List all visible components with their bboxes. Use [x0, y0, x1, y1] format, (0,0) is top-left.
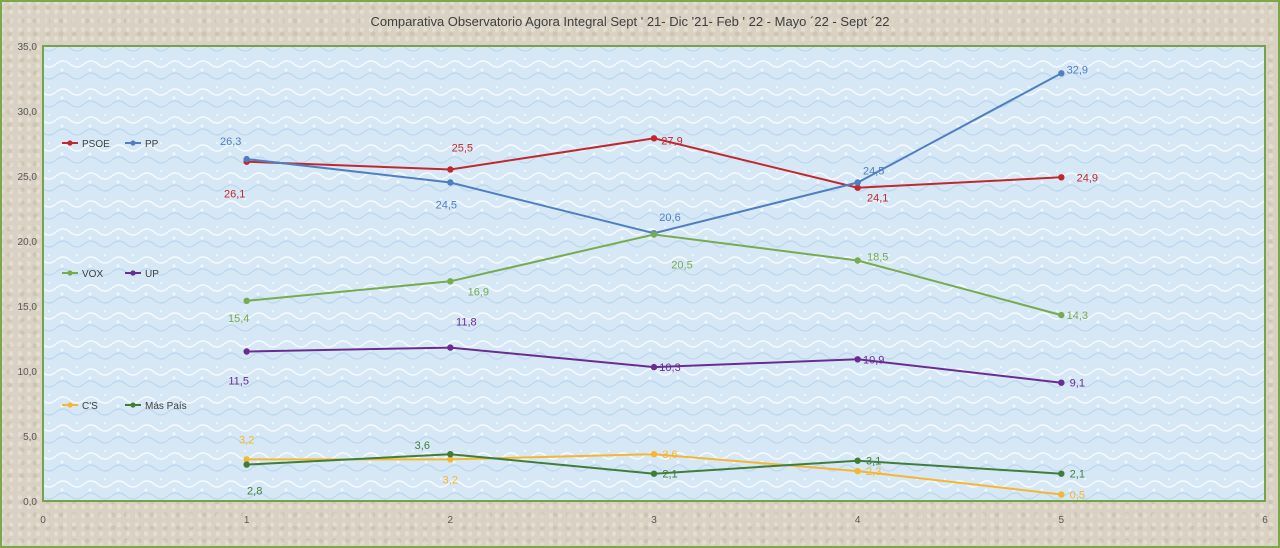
data-point [650, 470, 658, 477]
y-tick-label: 35,0 [18, 42, 38, 53]
data-label: 24,1 [867, 193, 888, 205]
data-label: 3,6 [415, 440, 430, 452]
data-label: 32,9 [1067, 64, 1088, 76]
data-point [447, 451, 454, 458]
data-point [243, 155, 250, 163]
legend-marker [67, 270, 73, 276]
data-label: 3,6 [662, 449, 677, 461]
data-point [447, 344, 454, 351]
data-point [447, 179, 454, 186]
data-label: 10,9 [863, 354, 884, 366]
data-point [650, 231, 658, 238]
data-point [1058, 70, 1065, 77]
data-label: 11,8 [456, 317, 477, 329]
data-point [854, 467, 861, 475]
legend-label: PP [145, 139, 159, 150]
data-label: 3,2 [443, 474, 458, 486]
data-label: 2,3 [866, 466, 881, 478]
legend-label: VOX [82, 269, 103, 280]
data-label: 2,1 [1070, 469, 1085, 481]
y-tick-label: 30,0 [18, 107, 38, 118]
y-tick-label: 10,0 [18, 367, 38, 378]
data-label: 10,3 [659, 362, 680, 374]
data-label: 11,5 [228, 376, 249, 388]
data-point [854, 184, 861, 191]
data-point [1058, 379, 1065, 386]
y-tick-label: 15,0 [18, 302, 38, 313]
data-label: 24,5 [863, 166, 884, 178]
y-tick-label: 5,0 [23, 432, 37, 443]
y-tick-label: 20,0 [18, 237, 38, 248]
data-point [854, 457, 861, 464]
x-tick-label: 0 [40, 515, 46, 526]
data-label: 26,1 [224, 189, 245, 201]
data-label: 27,9 [661, 135, 682, 147]
data-point [243, 456, 250, 463]
data-point [447, 166, 454, 173]
data-label: 16,9 [468, 286, 489, 298]
data-label: 18,5 [867, 252, 888, 264]
legend-marker [67, 402, 73, 408]
legend-marker [130, 140, 136, 146]
data-point [1058, 470, 1065, 477]
data-point [1058, 174, 1065, 181]
legend-marker [67, 140, 73, 146]
data-point [447, 278, 454, 285]
legend-label: PSOE [82, 139, 110, 150]
data-label: 14,3 [1067, 310, 1088, 322]
x-tick-label: 5 [1059, 515, 1065, 526]
data-label: 20,5 [671, 260, 692, 272]
legend-label: UP [145, 269, 159, 280]
data-point [650, 451, 658, 458]
x-tick-label: 1 [244, 515, 250, 526]
data-label: 15,4 [228, 313, 249, 325]
y-tick-label: 25,0 [18, 172, 38, 183]
data-point [650, 363, 658, 371]
data-point [243, 297, 250, 304]
data-point [243, 348, 250, 355]
data-point [1058, 491, 1065, 498]
legend-marker [130, 270, 136, 276]
data-point [650, 135, 658, 142]
x-tick-label: 6 [1262, 515, 1268, 526]
data-label: 3,2 [239, 434, 254, 446]
data-label: 0,5 [1070, 490, 1085, 502]
data-label: 24,9 [1077, 172, 1098, 184]
x-tick-label: 4 [855, 515, 861, 526]
y-tick-label: 0,0 [23, 497, 37, 508]
data-point [243, 461, 250, 468]
data-point [447, 456, 454, 463]
data-point [854, 257, 861, 264]
data-label: 2,8 [247, 486, 262, 498]
data-point [854, 179, 861, 186]
data-label: 20,6 [659, 212, 680, 224]
data-point [1058, 311, 1065, 319]
data-label: 3,1 [866, 456, 881, 468]
legend-label: C'S [82, 401, 98, 412]
data-point [854, 356, 861, 363]
plot-area [42, 45, 1266, 502]
data-label: 25,5 [452, 143, 473, 155]
x-tick-label: 3 [651, 515, 657, 526]
x-tick-label: 2 [448, 515, 454, 526]
chart-title: Comparativa Observatorio Agora Integral … [370, 14, 889, 29]
data-label: 24,5 [436, 200, 457, 212]
data-label: 9,1 [1070, 378, 1085, 390]
legend-label: Más País [145, 401, 187, 412]
data-label: 26,3 [220, 136, 241, 148]
legend-marker [130, 402, 136, 408]
data-label: 2,1 [662, 469, 677, 481]
